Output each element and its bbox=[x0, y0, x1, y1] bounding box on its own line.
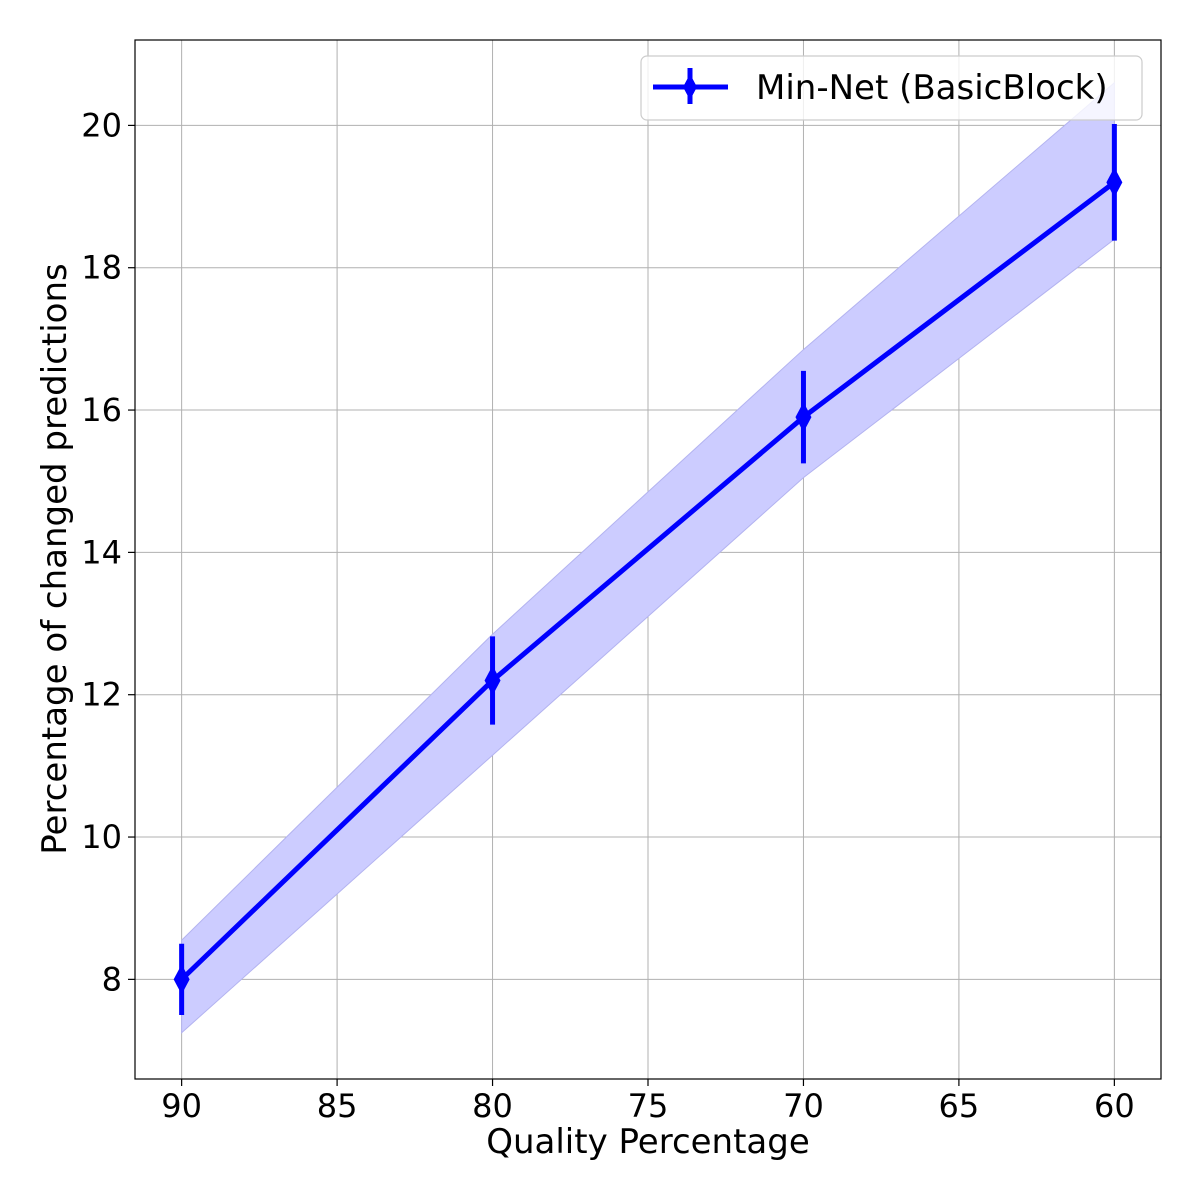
y-tick-label: 14 bbox=[81, 533, 122, 571]
legend-label: Min-Net (BasicBlock) bbox=[756, 68, 1108, 108]
y-axis-ticks: 8 10 12 14 16 18 20 bbox=[81, 106, 135, 998]
series-line bbox=[179, 180, 1116, 982]
y-tick-label: 16 bbox=[81, 391, 122, 429]
x-tick-label: 70 bbox=[783, 1087, 824, 1125]
legend-marker bbox=[683, 74, 697, 100]
x-tick-label: 80 bbox=[472, 1087, 513, 1125]
y-tick-label: 12 bbox=[81, 676, 122, 714]
x-axis-ticks: 90 85 80 75 70 65 60 bbox=[161, 1079, 1135, 1125]
data-point bbox=[173, 964, 190, 995]
series-layer bbox=[173, 123, 1123, 1015]
y-tick-label: 20 bbox=[81, 106, 122, 144]
legend: Min-Net (BasicBlock) bbox=[640, 55, 1143, 121]
data-point bbox=[1106, 167, 1123, 198]
data-point bbox=[795, 402, 812, 433]
data-point bbox=[484, 665, 501, 696]
legend-box bbox=[640, 55, 1143, 121]
x-tick-label: 75 bbox=[628, 1087, 669, 1125]
x-tick-label: 60 bbox=[1094, 1087, 1135, 1125]
y-tick-label: 18 bbox=[81, 249, 122, 287]
x-tick-label: 85 bbox=[317, 1087, 358, 1125]
x-tick-label: 90 bbox=[161, 1087, 202, 1125]
x-tick-label: 65 bbox=[939, 1087, 980, 1125]
y-axis-label: Percentage of changed predictions bbox=[35, 263, 75, 854]
y-tick-label: 8 bbox=[102, 960, 122, 998]
x-axis-label: Quality Percentage bbox=[486, 1122, 810, 1162]
y-tick-label: 10 bbox=[81, 818, 122, 856]
